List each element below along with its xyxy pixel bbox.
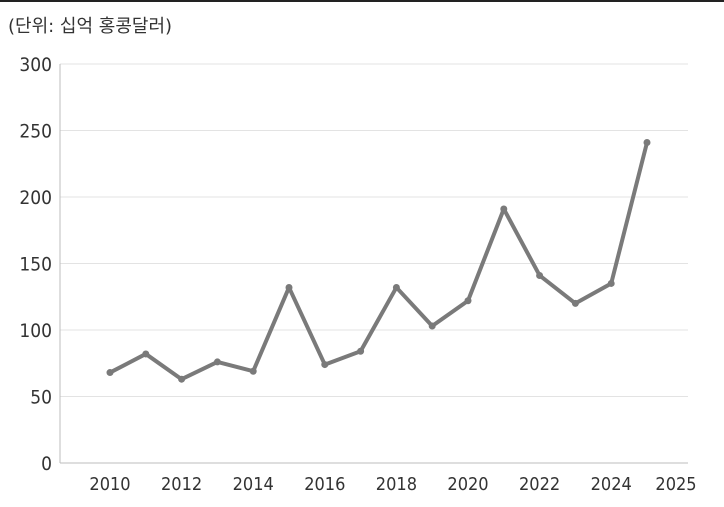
- data-point-2011: [142, 350, 150, 358]
- y-tick-label: 300: [19, 54, 52, 76]
- y-tick-label: 150: [19, 254, 52, 276]
- data-point-2012: [178, 375, 186, 383]
- x-tick-label: 2014: [233, 474, 274, 495]
- data-point-2016: [321, 361, 329, 369]
- y-tick-label: 50: [30, 387, 52, 409]
- series: [106, 138, 651, 383]
- gridlines: [60, 63, 688, 397]
- y-tick-label: 100: [19, 320, 52, 342]
- x-tick-label: 2018: [376, 474, 417, 495]
- data-point-2015: [285, 283, 293, 291]
- data-point-2017: [357, 347, 365, 355]
- unit-label: (단위: 십억 홍콩달러): [8, 16, 173, 37]
- data-point-2010: [106, 369, 114, 377]
- y-tick-label: 250: [19, 121, 52, 143]
- data-point-2013: [213, 358, 221, 366]
- data-point-2019: [428, 322, 436, 330]
- data-point-2018: [392, 283, 400, 291]
- data-point-2023: [571, 299, 579, 307]
- top-rule: [0, 0, 724, 2]
- series-line: [108, 140, 649, 382]
- x-tick-label: 2022: [519, 474, 560, 495]
- axes: [59, 64, 688, 464]
- x-tick-label: 2010: [89, 474, 130, 495]
- y-tick-label: 200: [19, 187, 52, 209]
- x-tick-label: 2016: [304, 474, 345, 495]
- x-tick-label: 2025: [655, 474, 696, 495]
- data-point-2020: [464, 297, 472, 305]
- data-point-2024: [607, 279, 615, 287]
- data-point-2014: [249, 367, 257, 375]
- y-tick-labels: 0 50 100 150 200 250 300: [19, 54, 52, 475]
- x-tick-label: 2024: [591, 474, 632, 495]
- x-tick-label: 2020: [447, 474, 488, 495]
- data-point-2025: [643, 138, 651, 146]
- data-point-2021: [500, 205, 508, 213]
- x-tick-label: 2012: [161, 474, 202, 495]
- data-point-2022: [536, 271, 544, 279]
- y-tick-label: 0: [41, 453, 52, 475]
- x-tick-labels: 2010 2012 2014 2016 2018 2020 2022 2024 2025: [89, 474, 696, 495]
